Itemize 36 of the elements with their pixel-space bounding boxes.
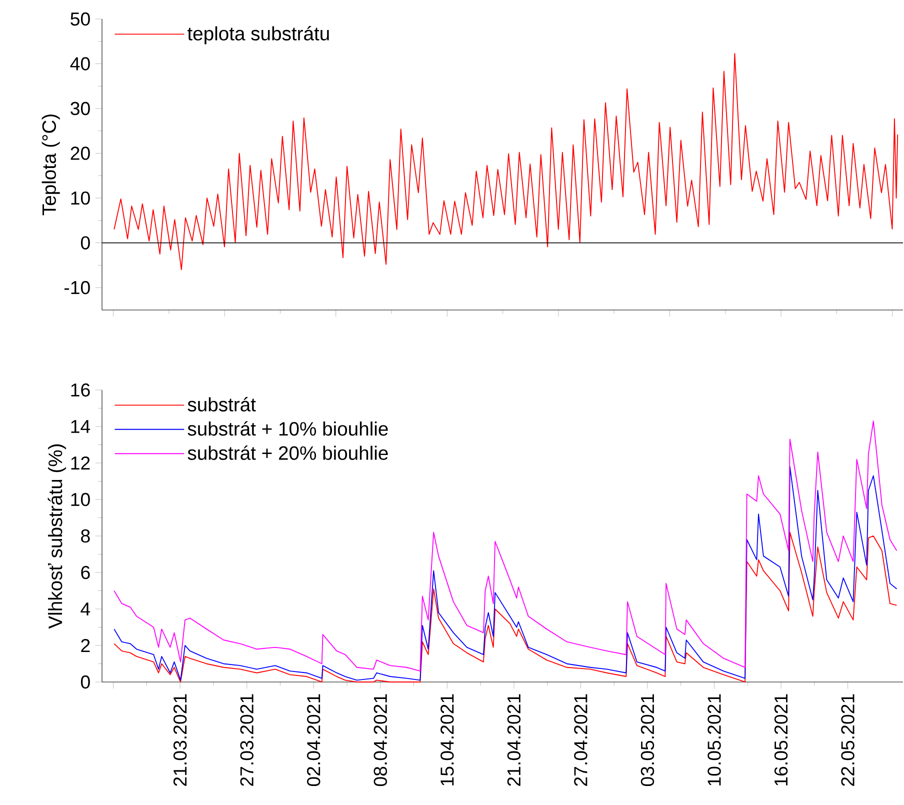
x-tick-label: 27.03.2021 <box>240 694 254 786</box>
x-tick-label: 21.04.2021 <box>507 694 521 786</box>
legend-label: substrát + 20% biouhlie <box>188 446 388 460</box>
y-tick-label: 14 <box>71 420 90 433</box>
legend-label: substrát <box>188 397 256 412</box>
y-tick-label: 40 <box>70 57 90 70</box>
y-tick-label: 0 <box>80 675 90 689</box>
x-tick-label: 08.04.2021 <box>374 694 388 786</box>
x-tick-label: 27.04.2021 <box>574 694 588 786</box>
y-axis-title: Vlhkosť substrátu (%) <box>48 444 66 629</box>
legend-label: teplota substrátu <box>188 26 329 44</box>
y-tick-label: 50 <box>70 12 90 26</box>
y-tick-label: 16 <box>71 383 90 397</box>
x-tick-label: 22.05.2021 <box>841 694 854 786</box>
y-tick-label: 8 <box>81 529 90 543</box>
y-tick-label: 4 <box>80 602 90 616</box>
y-tick-label: 30 <box>70 102 90 116</box>
x-tick-label: 10.05.2021 <box>708 694 721 786</box>
y-axis-title: Teplota (°C) <box>42 114 60 216</box>
x-tick-label: 02.04.2021 <box>307 694 320 786</box>
line-series <box>114 466 898 681</box>
y-tick-label: 2 <box>81 638 90 652</box>
y-tick-label: 6 <box>81 566 90 580</box>
x-tick-label: 15.04.2021 <box>440 694 454 786</box>
y-tick-label: 10 <box>71 191 90 205</box>
x-tick-label: 21.03.2021 <box>173 694 187 786</box>
line-series <box>114 52 898 270</box>
y-tick-label: -10 <box>64 280 90 294</box>
line-series <box>114 420 898 672</box>
y-tick-label: 12 <box>71 456 90 470</box>
legend-label: substrát + 10% biouhlie <box>188 421 388 436</box>
x-tick-label: 16.05.2021 <box>774 694 788 786</box>
y-tick-label: 10 <box>71 492 90 506</box>
y-tick-label: 20 <box>70 146 90 160</box>
y-tick-label: 0 <box>80 236 90 250</box>
x-tick-label: 03.05.2021 <box>640 694 654 786</box>
